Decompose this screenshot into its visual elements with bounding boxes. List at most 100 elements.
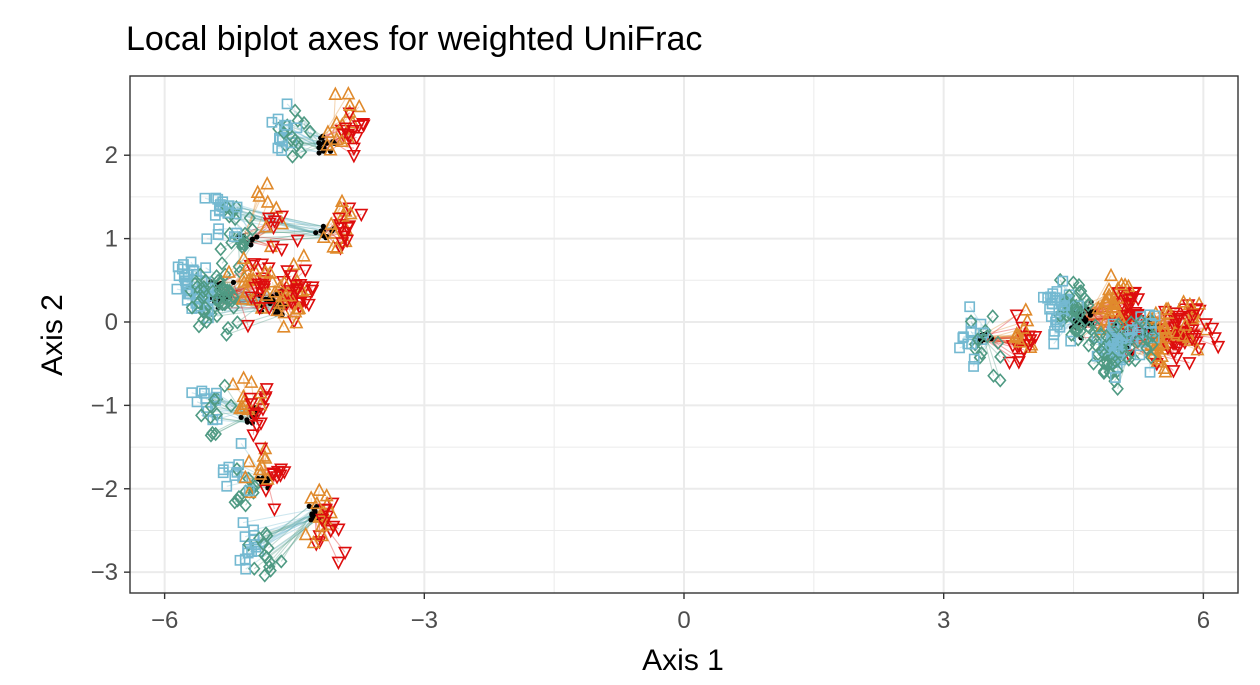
square-point	[217, 196, 229, 208]
diamond-point	[987, 368, 1000, 383]
square-point	[196, 385, 208, 397]
triangle-up-point	[323, 142, 338, 156]
diamond-point	[199, 273, 213, 289]
triangle-down-point	[331, 523, 346, 537]
triangle-down-point	[1022, 339, 1037, 353]
biplot-link	[270, 514, 316, 571]
triangle-down-point	[255, 258, 270, 272]
biplot-link	[226, 314, 283, 336]
sample-center-point	[230, 279, 237, 286]
y-tick-label: −3	[91, 559, 118, 586]
diamond-point	[243, 210, 257, 226]
triangle-down-point	[248, 281, 263, 296]
biplot-link	[236, 206, 335, 230]
sample-center-point	[306, 503, 312, 509]
triangle-up-point	[1107, 303, 1122, 317]
biplot-link	[265, 519, 312, 535]
triangle-up-point	[1112, 309, 1127, 324]
triangle-up-point	[225, 376, 241, 391]
triangle-down-point	[251, 278, 266, 292]
diamond-point	[991, 335, 1005, 350]
triangle-down-point	[1185, 332, 1200, 347]
triangle-up-point	[342, 97, 357, 111]
biplot-link	[281, 149, 324, 152]
triangle-up-point	[242, 484, 257, 499]
triangle-up-point	[1012, 334, 1027, 348]
diamond-point	[210, 269, 223, 284]
triangle-up-point	[1181, 329, 1196, 344]
diamond-point	[218, 285, 232, 300]
diamond-point	[1105, 356, 1119, 372]
triangle-down-point	[1182, 357, 1197, 371]
chart-title: Local biplot axes for weighted UniFrac	[126, 20, 702, 58]
triangle-down-point	[1171, 341, 1186, 355]
diamond-point	[1095, 344, 1109, 359]
square-point	[199, 192, 211, 204]
square-point	[228, 231, 240, 243]
triangle-down-point	[256, 280, 272, 295]
triangle-down-point	[259, 383, 274, 397]
diamond-point	[225, 293, 239, 309]
triangle-up-point	[314, 518, 329, 532]
triangle-up-point	[1182, 296, 1197, 311]
triangle-up-point	[244, 374, 259, 388]
triangle-down-point	[1205, 322, 1220, 337]
triangle-down-point	[333, 222, 348, 236]
square-point	[243, 485, 255, 497]
triangle-down-point	[1009, 309, 1024, 323]
triangle-up-point	[319, 487, 334, 502]
triangle-down-point	[253, 417, 268, 431]
square-point	[281, 98, 293, 110]
biplot-link	[268, 510, 316, 568]
square-point	[1065, 335, 1077, 347]
square-point	[1135, 311, 1147, 323]
square-point	[266, 116, 278, 128]
diamond-point	[1140, 340, 1153, 356]
square-point	[964, 301, 976, 313]
sample-center-point	[308, 517, 314, 523]
biplot-link	[253, 514, 313, 531]
diamond-point	[289, 133, 302, 148]
triangle-down-point	[244, 291, 259, 305]
diamond-point	[218, 267, 232, 282]
diamond-point	[1097, 355, 1111, 371]
sample-center-point	[316, 150, 322, 156]
diamond-point	[277, 125, 291, 140]
triangle-up-point	[1011, 328, 1026, 342]
triangle-up-point	[259, 219, 274, 233]
diamond-point	[1072, 277, 1086, 293]
biplot-link	[269, 269, 306, 304]
diamond-point	[1080, 293, 1093, 309]
diamond-point	[1110, 319, 1123, 334]
square-point	[272, 142, 284, 154]
triangle-up-point	[1101, 281, 1117, 296]
square-point	[968, 353, 980, 365]
biplot-link	[282, 136, 323, 139]
biplot-link	[332, 94, 336, 142]
triangle-up-point	[260, 176, 275, 190]
diamond-point	[1111, 381, 1124, 396]
triangle-up-point	[1178, 317, 1193, 331]
sample-center-point	[244, 419, 251, 425]
diamond-point	[224, 398, 238, 413]
square-point	[198, 387, 210, 399]
square-point	[182, 288, 194, 300]
square-point	[1045, 311, 1057, 322]
triangle-down-point	[1015, 321, 1030, 336]
biplot-link	[280, 508, 315, 562]
square-point	[291, 122, 303, 134]
biplot-link	[244, 506, 317, 560]
square-point	[176, 263, 188, 275]
square-point	[1048, 329, 1060, 340]
square-point	[223, 207, 234, 219]
triangle-down-point	[1130, 308, 1145, 323]
diamond-point	[1124, 315, 1138, 330]
square-point	[233, 459, 245, 470]
triangle-down-point	[246, 409, 261, 423]
triangle-down-point	[1124, 293, 1139, 307]
square-point	[171, 283, 183, 295]
triangle-up-point	[327, 225, 342, 239]
triangle-up-point	[260, 194, 275, 208]
sample-center-point	[1083, 317, 1089, 323]
diamond-point	[256, 536, 270, 552]
